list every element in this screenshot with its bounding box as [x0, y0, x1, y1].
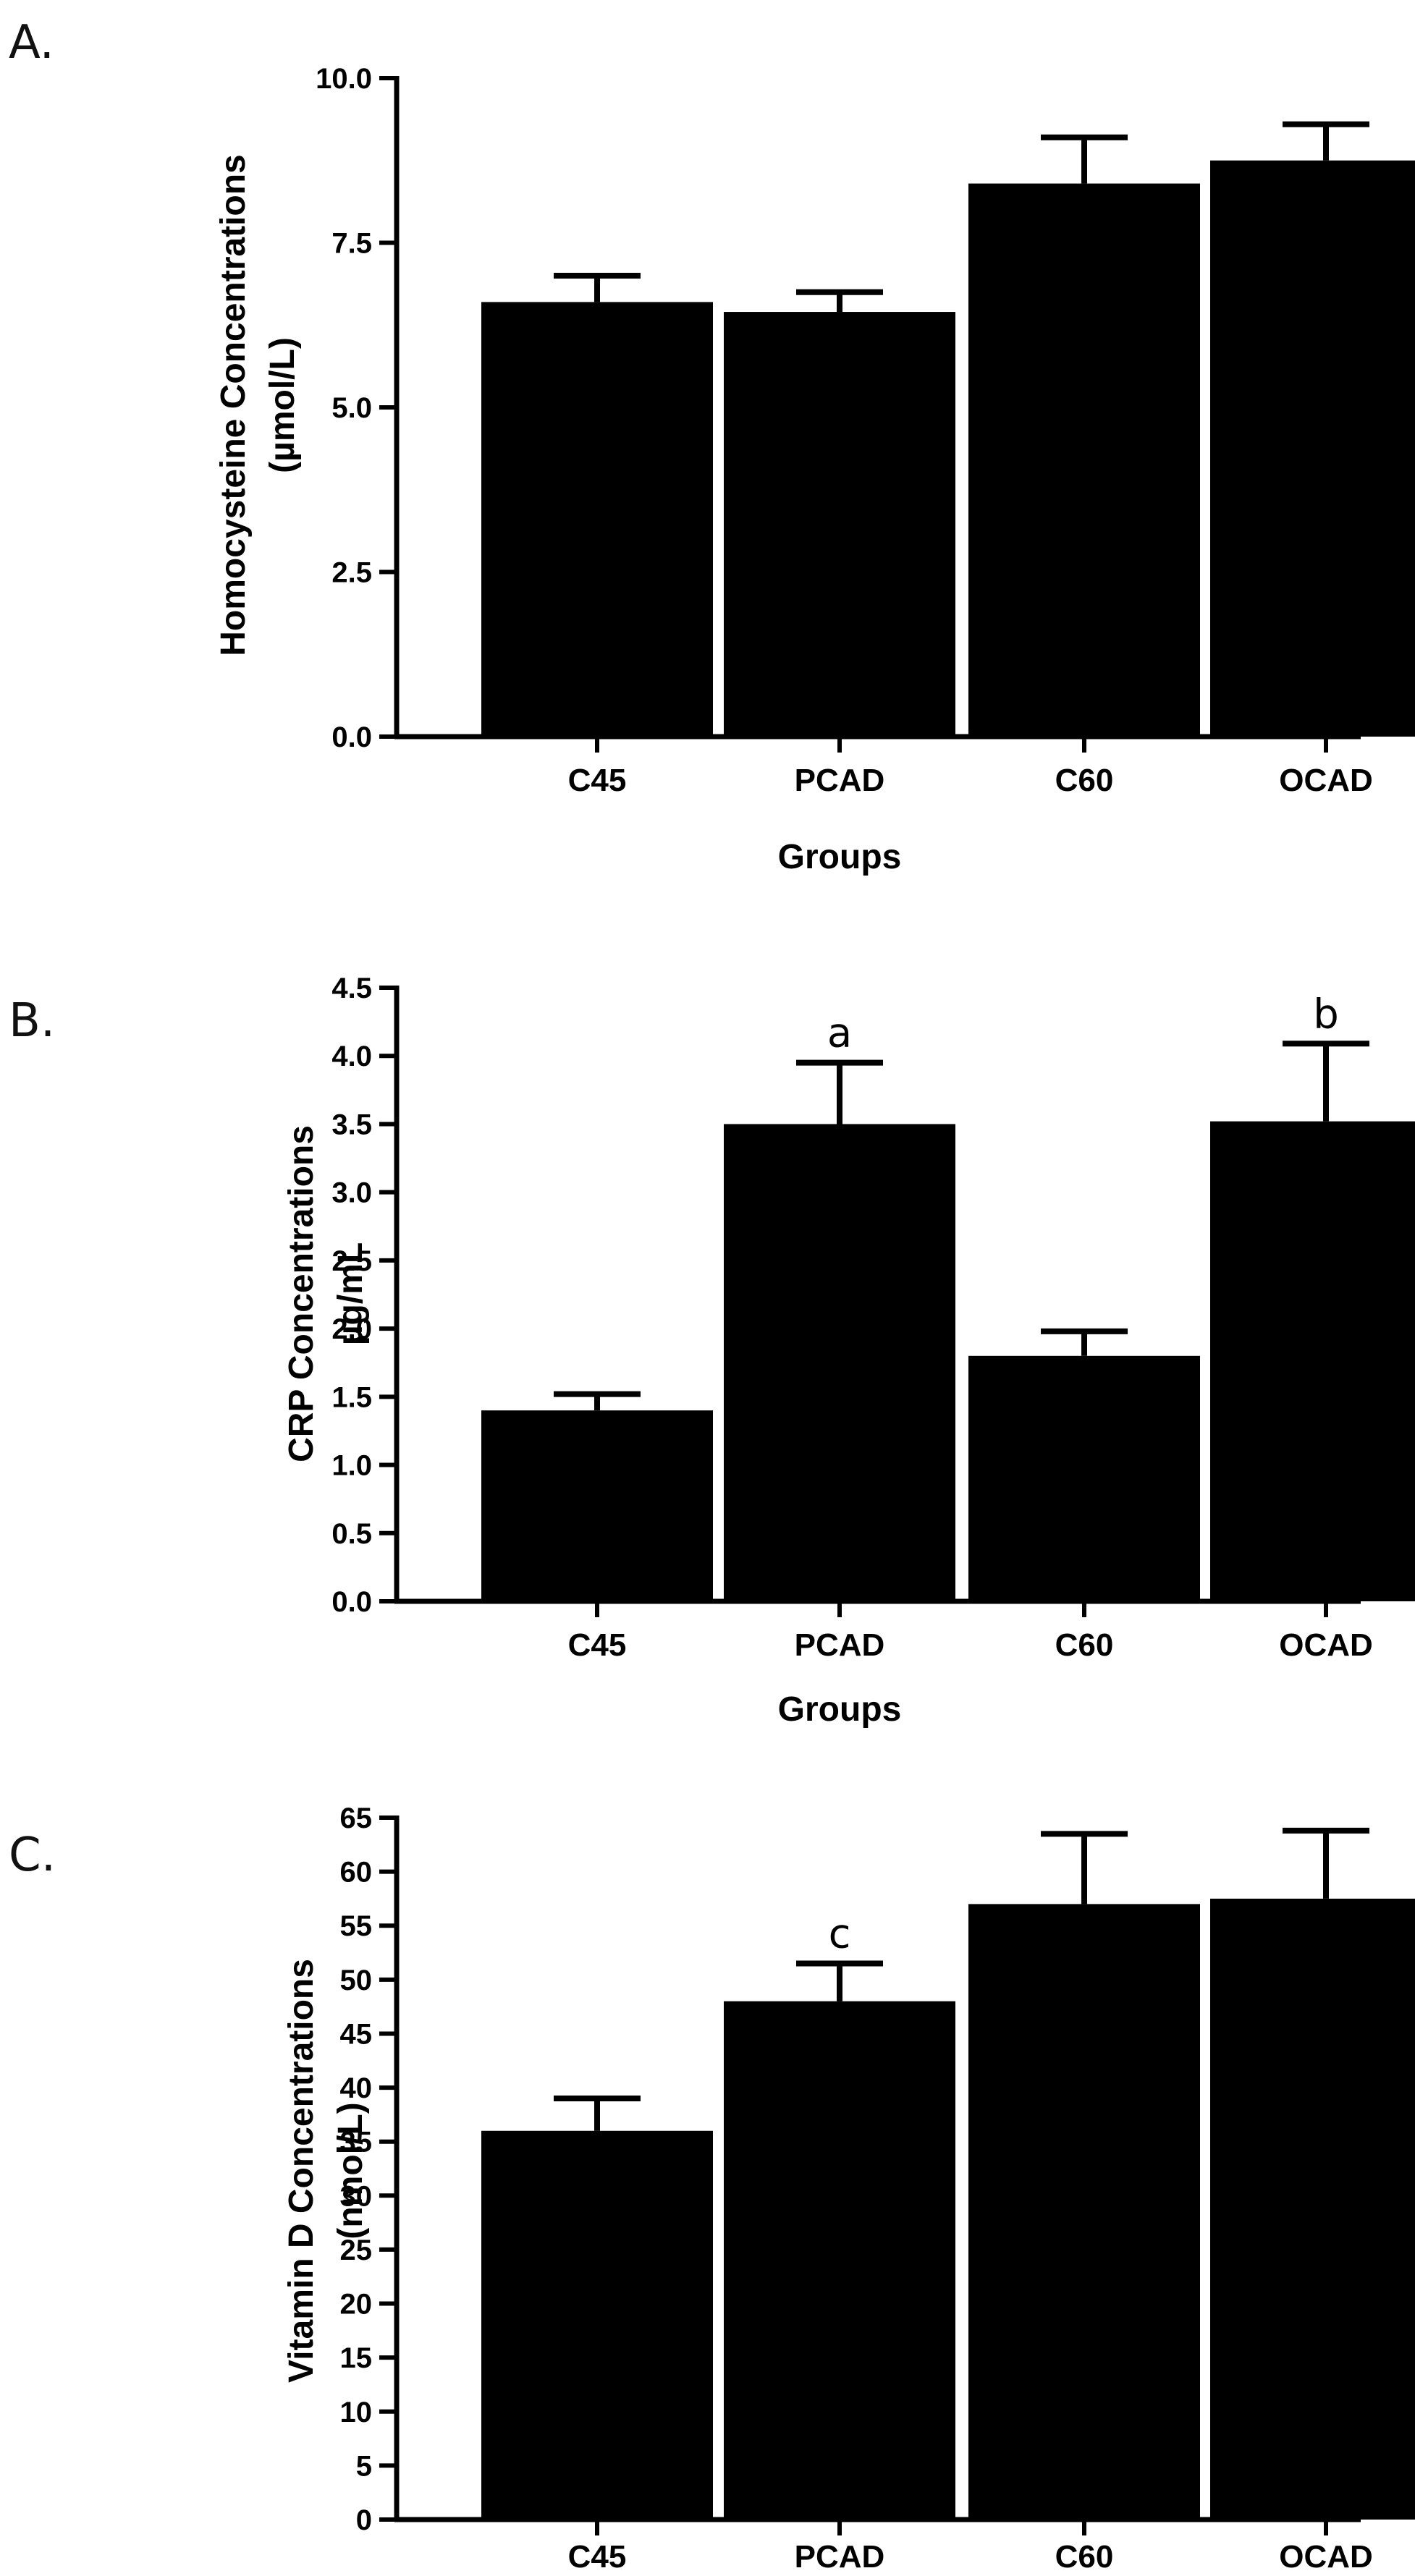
x-tick-label-c45: C45	[568, 1627, 627, 1663]
panel-label: A.	[9, 16, 54, 69]
x-axis-title: Groups	[778, 838, 902, 876]
y-tick-label: 60	[340, 1857, 373, 1889]
x-tick-label-pcad: PCAD	[795, 763, 885, 798]
y-tick-label: 4.5	[331, 973, 372, 1004]
y-tick-label: 2.5	[331, 557, 372, 589]
y-tick-label: 2.0	[331, 1313, 372, 1345]
bar-c45	[481, 1410, 713, 1601]
y-tick-label: 10.0	[316, 63, 372, 95]
x-tick-label-c60: C60	[1055, 1627, 1114, 1663]
y-tick-label: 5.0	[331, 392, 372, 424]
y-axis-units: (µmol/L)	[263, 337, 302, 473]
y-tick-label: 30	[340, 2180, 373, 2212]
x-tick-label-ocad: OCAD	[1279, 1627, 1373, 1663]
y-axis-title: Homocysteine Concentrations	[214, 154, 253, 656]
y-tick-label: 0.0	[331, 721, 372, 753]
x-tick-label-c45: C45	[568, 2539, 627, 2575]
y-tick-label: 25	[340, 2234, 373, 2266]
bar-ocad	[1210, 160, 1415, 737]
y-tick-label: 65	[340, 1802, 373, 1834]
y-tick-label: 40	[340, 2072, 373, 2104]
bar-c45	[481, 2130, 713, 2520]
y-tick-label: 0	[356, 2504, 372, 2536]
x-tick-label-ocad: OCAD	[1279, 2539, 1373, 2575]
panel-label: B.	[9, 994, 55, 1048]
y-tick-label: 10	[340, 2397, 373, 2428]
x-tick-label-pcad: PCAD	[795, 1627, 885, 1663]
y-tick-label: 0.5	[331, 1518, 372, 1550]
x-tick-label-c45: C45	[568, 763, 627, 798]
bar-c45	[481, 302, 713, 737]
y-tick-label: 3.5	[331, 1109, 372, 1140]
significance-label-pcad: a	[827, 1010, 852, 1057]
y-axis-title: CRP Concentrations	[282, 1125, 321, 1462]
y-tick-label: 50	[340, 1965, 373, 1996]
y-axis-units: µg/mL	[331, 1242, 370, 1345]
x-axis-title: Groups	[778, 1690, 902, 1729]
y-tick-label: 2.5	[331, 1245, 372, 1277]
x-tick-label-c60: C60	[1055, 2539, 1114, 2575]
chart-panel-3: C. C45 c PCAD C60 OCAD 0 5 10 15 20 25 30 35 40 45 50 55 6…	[9, 1802, 1415, 2575]
y-tick-label: 1.0	[331, 1450, 372, 1482]
x-tick-label-ocad: OCAD	[1279, 763, 1373, 798]
x-tick-label-pcad: PCAD	[795, 2539, 885, 2575]
bar-c60	[968, 183, 1200, 737]
bar-pcad	[724, 312, 955, 737]
y-tick-label: 7.5	[331, 228, 372, 260]
y-tick-label: 0.0	[331, 1586, 372, 1618]
significance-label-ocad: b	[1313, 991, 1339, 1038]
y-tick-label: 35	[340, 2127, 373, 2158]
y-tick-label: 1.5	[331, 1381, 372, 1413]
y-tick-label: 5	[356, 2450, 372, 2482]
bar-pcad	[724, 1124, 955, 1601]
bar-c60	[968, 1904, 1200, 2520]
bar-ocad	[1210, 1898, 1415, 2520]
bar-pcad	[724, 2001, 955, 2520]
bar-c60	[968, 1355, 1200, 1601]
chart-panel-1: A. C45 PCAD C60 OCAD 0.0 2.5 5.0 7.5 10.0 Homocyst…	[9, 16, 1415, 876]
y-axis-title: Vitamin D Concentrations	[282, 1959, 321, 2383]
chart-panel-2: B. C45 a PCAD C60 b OCAD 0.0 0.5 1.0 1.5 2.0 2.5 3.0 3…	[9, 973, 1415, 1729]
y-tick-label: 15	[340, 2342, 373, 2374]
panel-label: C.	[9, 1829, 56, 1882]
y-tick-label: 20	[340, 2289, 373, 2321]
y-tick-label: 4.0	[331, 1041, 372, 1072]
x-tick-label-c60: C60	[1055, 763, 1114, 798]
y-tick-label: 45	[340, 2018, 373, 2050]
y-axis-units: (nmol/L)	[331, 2102, 370, 2239]
y-tick-label: 3.0	[331, 1177, 372, 1209]
y-tick-label: 55	[340, 1910, 373, 1942]
significance-label-pcad: c	[829, 1910, 851, 1957]
bar-ocad	[1210, 1121, 1415, 1601]
